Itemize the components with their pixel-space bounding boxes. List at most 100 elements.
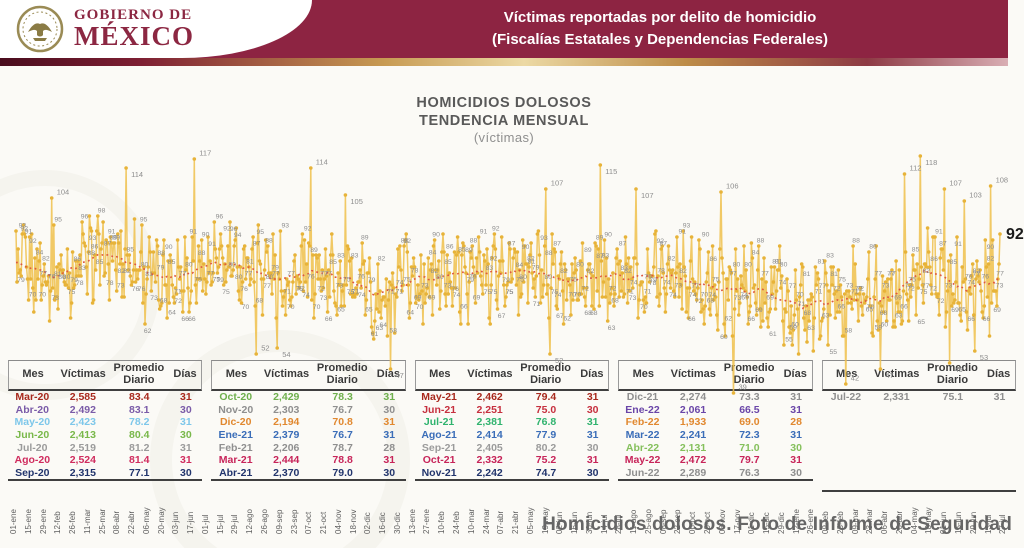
data-point bbox=[499, 235, 504, 239]
data-point bbox=[822, 307, 826, 311]
point-value-label: 80 bbox=[519, 274, 527, 281]
point-value-label: 70 bbox=[242, 304, 250, 311]
column-header: Víctimas bbox=[670, 368, 716, 381]
point-value-label: 115 bbox=[605, 167, 617, 176]
column-header: Mes bbox=[835, 368, 858, 381]
data-point bbox=[771, 280, 776, 284]
data-point bbox=[277, 277, 282, 281]
month-cell: Oct-21 bbox=[422, 454, 456, 467]
victims-cell: 2,194 bbox=[273, 416, 300, 429]
daily-average-cell: 83.1 bbox=[128, 403, 150, 416]
point-value-label: 83 bbox=[826, 253, 834, 260]
daily-average-cell: 75.2 bbox=[535, 454, 557, 467]
daily-average-cell: 77.9 bbox=[535, 429, 557, 442]
table-row-ago-21: Ago-21 2,414 77.9 31 bbox=[415, 429, 609, 442]
data-point bbox=[807, 319, 811, 323]
daily-average-cell: 83.4 bbox=[128, 391, 150, 404]
point-value-label: 64 bbox=[380, 322, 388, 329]
point-value-label: 88 bbox=[265, 238, 273, 245]
data-point bbox=[916, 286, 920, 290]
daily-average-cell: 72.3 bbox=[739, 429, 760, 442]
data-point bbox=[387, 280, 392, 284]
data-point bbox=[448, 280, 453, 284]
data-point bbox=[437, 259, 441, 263]
trend-line bbox=[15, 253, 999, 310]
data-point bbox=[975, 259, 979, 263]
data-point bbox=[601, 280, 606, 284]
data-point bbox=[484, 283, 488, 287]
data-point bbox=[609, 292, 613, 296]
data-point bbox=[781, 319, 785, 323]
data-point bbox=[318, 277, 323, 281]
data-point bbox=[702, 322, 706, 326]
data-point bbox=[707, 307, 712, 311]
data-point bbox=[651, 274, 655, 278]
data-point bbox=[465, 292, 469, 296]
data-point bbox=[688, 259, 693, 263]
data-point bbox=[945, 289, 950, 293]
point-value-label: 88 bbox=[545, 250, 553, 257]
point-value-label: 90 bbox=[522, 244, 530, 251]
data-point bbox=[337, 283, 341, 287]
point-value-label: 70 bbox=[701, 292, 709, 299]
daily-average-cell: 78.7 bbox=[332, 441, 353, 454]
data-point bbox=[530, 271, 534, 275]
month-cell: Mar-22 bbox=[625, 429, 660, 442]
point-value-label: 74 bbox=[453, 292, 461, 299]
table-group-4: Mes Víctimas Promedio Diario Días Dic-21 2,27… bbox=[618, 360, 813, 492]
data-point bbox=[634, 187, 638, 191]
data-point bbox=[608, 301, 612, 305]
point-value-label: 72 bbox=[317, 286, 325, 293]
column-header: Días bbox=[783, 368, 807, 381]
data-point bbox=[910, 283, 914, 287]
point-value-label: 73 bbox=[444, 283, 452, 290]
data-point bbox=[560, 289, 565, 293]
data-point bbox=[559, 250, 564, 254]
data-point bbox=[594, 244, 598, 248]
data-point bbox=[532, 277, 536, 281]
days-cell: 31 bbox=[586, 429, 599, 442]
point-value-label: 89 bbox=[310, 247, 318, 254]
data-point bbox=[914, 313, 918, 317]
data-point bbox=[262, 268, 267, 272]
point-value-label: 77 bbox=[819, 283, 827, 290]
data-point bbox=[203, 277, 207, 281]
data-point bbox=[837, 310, 842, 314]
point-value-label: 69 bbox=[755, 307, 763, 314]
data-point bbox=[915, 262, 919, 266]
point-value-label: 106 bbox=[726, 182, 739, 191]
data-point bbox=[826, 343, 830, 347]
data-point bbox=[348, 292, 353, 296]
data-point bbox=[218, 232, 223, 236]
victims-cell: 2,241 bbox=[679, 429, 707, 442]
data-point bbox=[840, 334, 845, 338]
data-point bbox=[640, 280, 645, 284]
data-point bbox=[549, 286, 553, 290]
data-point bbox=[369, 325, 374, 329]
point-value-label: 82 bbox=[378, 256, 386, 263]
point-value-label: 79 bbox=[271, 265, 279, 272]
data-point bbox=[808, 298, 812, 302]
data-point bbox=[574, 268, 578, 272]
data-point bbox=[563, 268, 568, 272]
month-cell: Jul-22 bbox=[830, 391, 862, 404]
data-point bbox=[674, 271, 678, 275]
data-point bbox=[628, 265, 633, 269]
victims-cell: 2,131 bbox=[679, 441, 707, 454]
data-point bbox=[416, 283, 420, 287]
point-value-label: 82 bbox=[560, 268, 568, 275]
data-point bbox=[380, 298, 384, 302]
data-point bbox=[648, 274, 653, 278]
data-point bbox=[298, 280, 303, 284]
data-point bbox=[349, 256, 354, 260]
data-point bbox=[305, 295, 310, 299]
data-point bbox=[200, 289, 205, 293]
data-point bbox=[231, 268, 235, 272]
data-point bbox=[867, 250, 871, 254]
data-point bbox=[891, 325, 895, 329]
point-value-label: 76 bbox=[469, 274, 477, 281]
data-point bbox=[884, 319, 889, 323]
month-cell: Dic-21 bbox=[626, 391, 659, 404]
data-point bbox=[309, 166, 313, 170]
data-point bbox=[755, 268, 760, 272]
